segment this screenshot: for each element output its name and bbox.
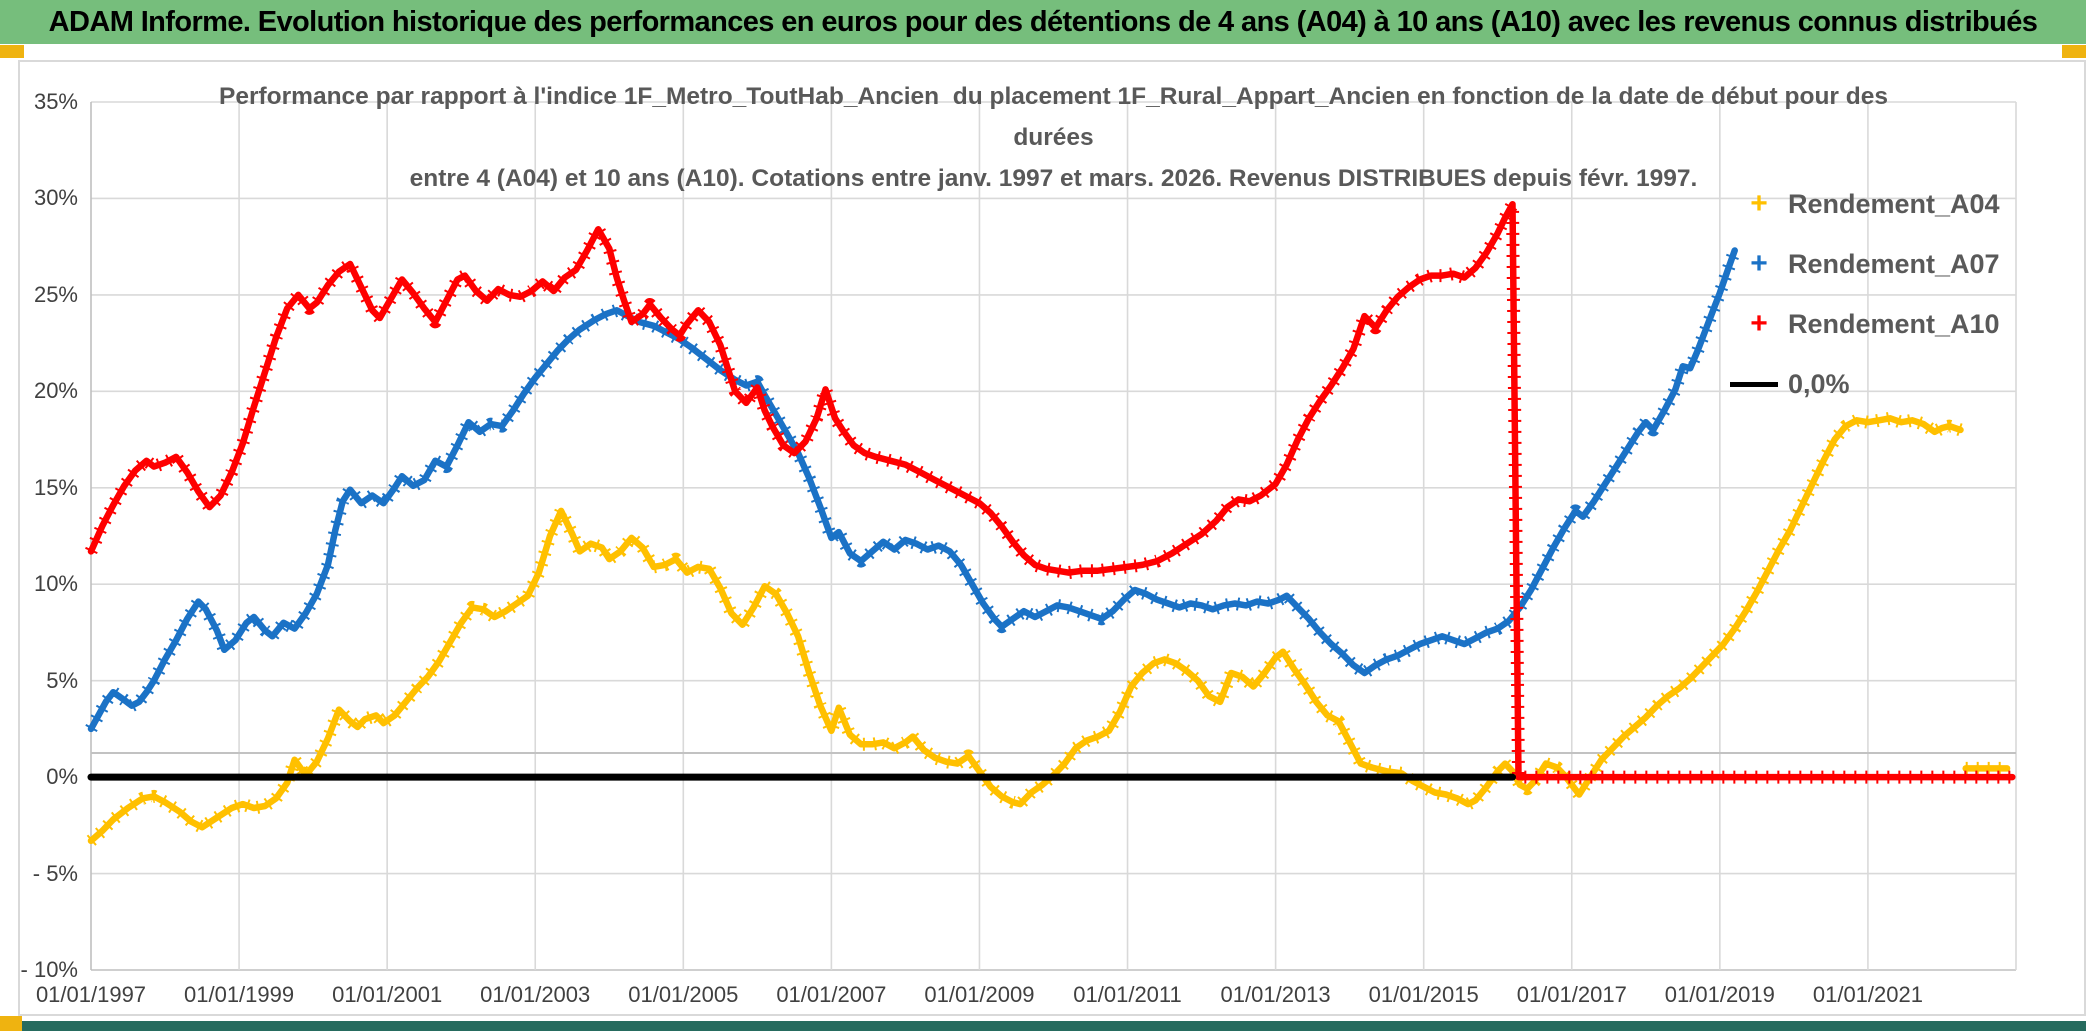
x-axis-label: 01/01/1999 (184, 982, 295, 1007)
series-markers-rendement-a04 (86, 411, 1963, 846)
x-axis-label: 01/01/2003 (480, 982, 591, 1007)
x-axis-label: 01/01/2017 (1516, 982, 1627, 1007)
series-markers-rendement-a07 (85, 248, 1741, 733)
series-rendement-a07 (87, 247, 1738, 733)
line-marker-icon (1730, 381, 1778, 387)
legend-label: Rendement_A07 (1788, 248, 2000, 279)
y-axis-label: 10% (33, 571, 78, 597)
header-bar: ADAM Informe. Evolution historique des p… (0, 0, 2086, 44)
legend-item-rendement-a10: + Rendement_A10 (1730, 304, 2000, 344)
series-markers-rendement-a10 (85, 197, 2013, 784)
x-axis-label: 01/01/2005 (628, 982, 739, 1007)
legend-label: Rendement_A04 (1788, 188, 2000, 219)
y-axis-label: 5% (46, 667, 78, 693)
y-axis-label: 0% (46, 764, 78, 790)
x-axis-label: 01/01/2019 (1664, 982, 1775, 1007)
y-axis-label: 30% (33, 185, 78, 211)
x-axis-label: 01/01/2015 (1368, 982, 1479, 1007)
y-axis-label: - 10% (20, 957, 78, 982)
gold-accent-bottom-left (0, 1016, 22, 1031)
x-axis-label: 01/01/2011 (1073, 982, 1182, 1007)
legend-label: 0,0% (1788, 368, 1850, 399)
x-axis-label: 01/01/2021 (1812, 982, 1923, 1007)
header-title: ADAM Informe. Evolution historique des p… (48, 5, 2038, 38)
legend-item-rendement-a04: + Rendement_A04 (1730, 184, 2000, 224)
legend-label: Rendement_A10 (1788, 308, 2000, 339)
plus-marker-icon: + (1750, 187, 1768, 220)
x-axis-label: 01/01/2013 (1220, 982, 1331, 1007)
gold-accent-top-left (0, 45, 24, 58)
gold-accent-top-right (2062, 45, 2086, 58)
chart-frame (18, 60, 2086, 1016)
y-axis-label: 15% (33, 474, 78, 500)
legend-item-rendement-a07: + Rendement_A07 (1730, 244, 2000, 284)
x-axis-label: 01/01/2007 (776, 982, 887, 1007)
plus-marker-icon: + (1750, 247, 1768, 280)
legend-item-0-0-: 0,0% (1730, 364, 1850, 404)
y-axis-label: 20% (33, 378, 78, 404)
x-axis-label: 01/01/2001 (332, 982, 443, 1007)
bottom-accent-bar (0, 1021, 2086, 1031)
x-axis-label: 01/01/2009 (924, 982, 1035, 1007)
y-axis-label: - 5% (32, 860, 78, 886)
y-axis-label: 25% (33, 281, 78, 307)
y-axis-label: 35% (33, 89, 78, 114)
x-axis-label: 01/01/1997 (35, 982, 147, 1007)
plus-marker-icon: + (1750, 307, 1768, 340)
